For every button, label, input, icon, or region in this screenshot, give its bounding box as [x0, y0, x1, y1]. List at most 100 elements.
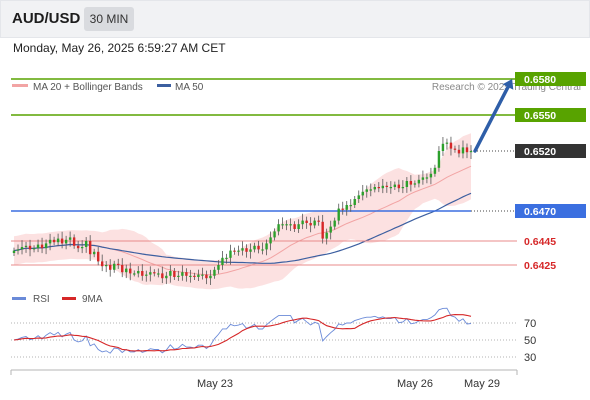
- candle-body: [337, 208, 340, 221]
- candle-body: [96, 251, 100, 262]
- x-axis-labels: May 23 May 26 May 29: [197, 378, 500, 390]
- candle-body: [213, 269, 216, 276]
- level-0-6580-label: 0.6580: [524, 74, 556, 86]
- candle-body: [365, 189, 368, 192]
- timestamp: Monday, May 26, 2025 6:59:27 AM CET: [13, 41, 226, 55]
- candle-body: [301, 220, 304, 225]
- candle-body: [193, 275, 196, 277]
- candle-body: [52, 239, 56, 243]
- candle-body: [445, 142, 449, 144]
- rsi-tick-label-70: 70: [524, 318, 536, 330]
- candle-body: [465, 147, 469, 153]
- candle-body: [221, 257, 224, 265]
- candle-body: [325, 232, 328, 239]
- candle-body: [253, 245, 256, 250]
- candle-body: [249, 249, 252, 252]
- candle-body: [281, 224, 284, 226]
- rsi-legend-label: RSI: [33, 294, 50, 305]
- target-arrow-layer: [473, 79, 514, 153]
- candle-body: [60, 238, 64, 244]
- candle-body: [425, 177, 429, 179]
- candle-body: [357, 195, 360, 199]
- rsi-panel: 30 50 70: [11, 307, 536, 364]
- x-tick-label-2: May 29: [464, 378, 500, 390]
- candle-body: [441, 143, 445, 151]
- candle-body: [173, 271, 176, 277]
- candle-body: [273, 231, 276, 238]
- candle-body: [285, 224, 288, 226]
- bollinger-band: [14, 133, 471, 290]
- candle-body: [169, 271, 172, 276]
- candle-body: [397, 184, 401, 189]
- instrument-header: AUD/USD 30 MIN: [0, 0, 590, 38]
- x-tick-label-0: May 23: [197, 378, 233, 390]
- candle-body: [381, 185, 385, 189]
- candles: [12, 136, 473, 286]
- ma50-legend-label: MA 50: [175, 82, 204, 93]
- rsi-ma-legend-swatch: [62, 297, 76, 300]
- candle-body: [225, 257, 228, 259]
- candle-body: [121, 265, 124, 273]
- timeframe-button[interactable]: 30 MIN: [84, 7, 134, 31]
- candle-body: [437, 151, 441, 168]
- ma20-legend-swatch: [12, 84, 28, 87]
- rsi-tick-label-50: 50: [524, 335, 536, 347]
- candle-body: [133, 273, 136, 275]
- ma20-legend-label: MA 20 + Bollinger Bands: [33, 82, 143, 93]
- candle-body: [129, 268, 132, 274]
- candle-body: [149, 272, 152, 275]
- candle-body: [305, 220, 308, 223]
- candle-body: [433, 167, 437, 174]
- candle-body: [293, 224, 296, 229]
- candle-body: [277, 224, 280, 232]
- level-0-6445-label: 0.6445: [524, 236, 556, 248]
- rsi-ma-line: [13, 314, 472, 352]
- level-0-6470-label: 0.6470: [524, 206, 556, 218]
- candle-body: [405, 181, 409, 187]
- target-arrow-head: [502, 79, 514, 90]
- candle-body: [461, 147, 465, 154]
- candle-body: [24, 245, 28, 247]
- candle-body: [245, 248, 248, 252]
- candle-body: [321, 221, 324, 239]
- candle-body: [409, 181, 413, 185]
- candle-body: [104, 265, 108, 267]
- candle-body: [421, 177, 425, 180]
- level-0-6470-tag: [515, 204, 586, 218]
- level-0-6520-tag: [515, 144, 586, 158]
- candle-body: [12, 250, 16, 253]
- rsi-ma-legend-label: 9MA: [82, 294, 103, 305]
- candle-body: [36, 244, 40, 249]
- candle-body: [141, 271, 144, 276]
- candle-body: [413, 183, 417, 185]
- candle-body: [40, 244, 44, 249]
- candle-body: [233, 250, 236, 252]
- level-0-6550-label: 0.6550: [524, 110, 556, 122]
- candle-body: [289, 224, 292, 226]
- rsi-tick-label-30: 30: [524, 352, 536, 364]
- candle-body: [217, 265, 220, 270]
- candle-body: [269, 237, 272, 244]
- candle-body: [201, 274, 204, 276]
- candle-body: [237, 250, 240, 252]
- candle-body: [385, 185, 389, 187]
- candle-body: [177, 275, 180, 277]
- candle-body: [429, 173, 433, 178]
- candle-body: [453, 148, 457, 150]
- candle-body: [265, 243, 268, 250]
- level-0-6425-label: 0.6425: [524, 260, 556, 272]
- candle-body: [117, 263, 120, 265]
- candle-body: [393, 184, 397, 187]
- candle-body: [317, 220, 320, 222]
- candle-body: [76, 245, 80, 249]
- level-0-6580-tag: [515, 72, 586, 86]
- candle-body: [88, 241, 92, 255]
- candle-body: [28, 245, 32, 250]
- level-0-6550-tag: [515, 108, 586, 122]
- x-tick-label-1: May 26: [397, 378, 433, 390]
- candle-body: [84, 241, 88, 247]
- ma50-legend-swatch: [157, 84, 171, 87]
- candle-body: [297, 224, 300, 229]
- candle-body: [457, 149, 461, 154]
